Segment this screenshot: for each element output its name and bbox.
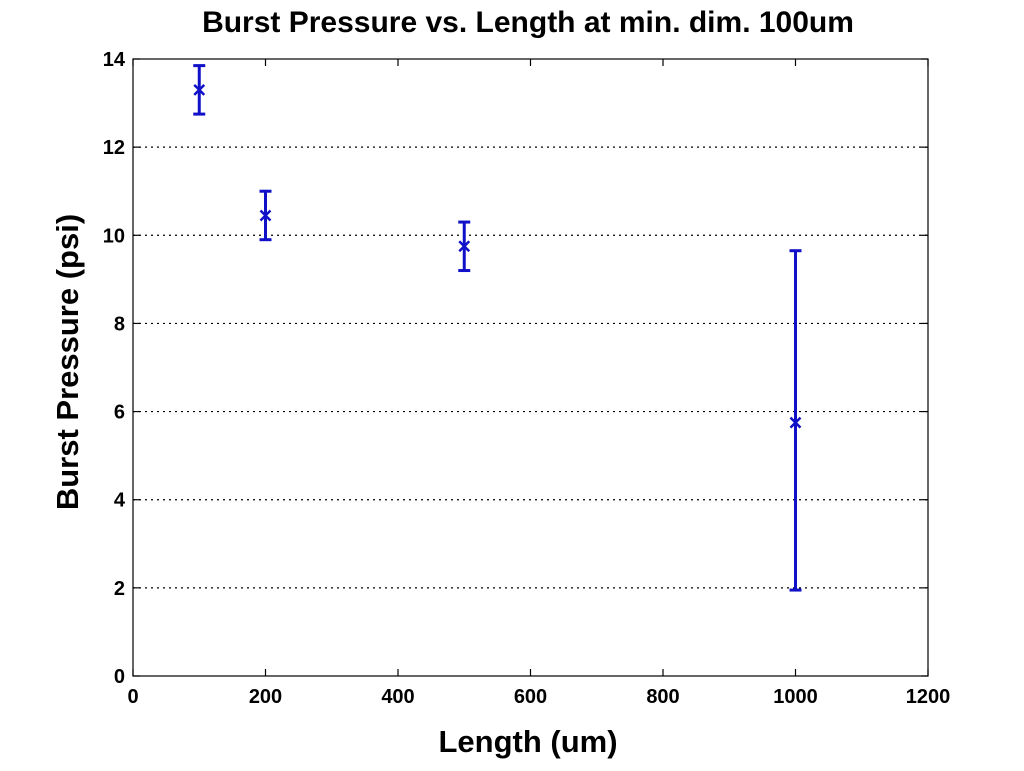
y-tick-label: 14	[103, 49, 126, 71]
data-point-marker-3	[789, 416, 802, 429]
y-tick-label: 8	[114, 313, 125, 335]
x-tick-label: 600	[514, 686, 547, 708]
y-axis-label: Burst Pressure (psi)	[50, 214, 85, 510]
x-tick-label: 0	[127, 686, 138, 708]
x-tick-label: 1000	[773, 686, 818, 708]
y-tick-label: 6	[114, 402, 125, 424]
y-tick-label: 10	[103, 225, 125, 247]
x-tick-label: 800	[646, 686, 679, 708]
y-tick-label: 2	[114, 578, 125, 600]
grid-layer	[133, 146, 928, 589]
data-point-marker-1	[259, 209, 272, 222]
x-tick-label: 1200	[906, 686, 951, 708]
x-tick-label: 200	[249, 686, 282, 708]
x-tick-label: 400	[381, 686, 414, 708]
y-tick-label: 12	[103, 137, 125, 159]
tick-layer: 0 2 4 6 8 10 12 14 0 200 400 600 800 1000 1200	[103, 49, 951, 708]
chart-title: Burst Pressure vs. Length at min. dim. 1…	[202, 6, 854, 39]
data-layer	[193, 64, 802, 592]
data-point-marker-0	[193, 83, 206, 96]
y-tick-label: 4	[114, 490, 126, 512]
y-tick-label: 0	[114, 666, 125, 688]
x-axis-label: Length (um)	[438, 724, 617, 759]
data-point-marker-2	[458, 240, 471, 253]
